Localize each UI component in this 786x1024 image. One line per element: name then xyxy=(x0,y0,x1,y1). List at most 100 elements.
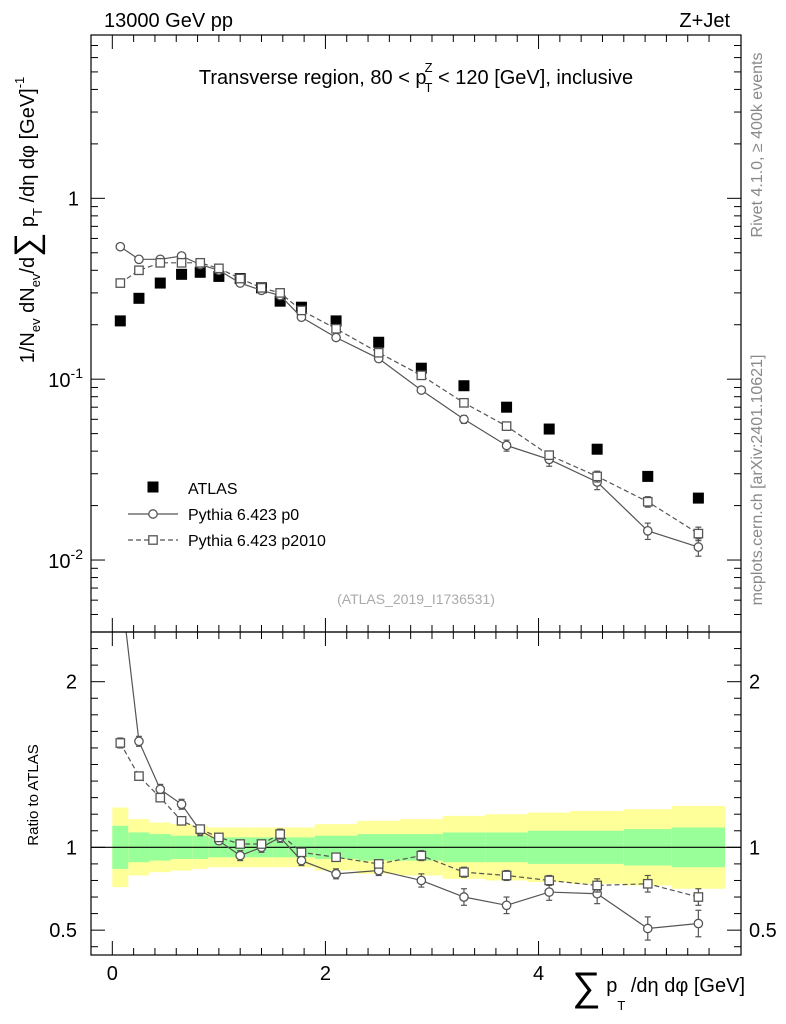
main-point-atlas xyxy=(501,401,513,413)
main-point-atlas xyxy=(274,295,286,307)
ratio-plot-marks xyxy=(115,578,704,941)
main-point-p0 xyxy=(501,440,512,451)
ratio-point-p2010 xyxy=(155,792,166,803)
main-point-p2010 xyxy=(275,288,285,298)
legend-label-p0: Pythia 6.423 p0 xyxy=(188,507,299,524)
main-point-p2010 xyxy=(642,496,653,507)
main-point-atlas xyxy=(642,470,654,482)
main-point-p2010 xyxy=(195,257,206,268)
ratio-point-p2010 xyxy=(592,880,602,891)
main-point-p2010 xyxy=(592,471,602,482)
main-point-atlas xyxy=(543,423,555,435)
main-point-p2010 xyxy=(256,282,267,293)
xtick-label: 0 xyxy=(107,963,118,985)
main-point-p0 xyxy=(459,414,469,425)
main-point-atlas xyxy=(133,292,145,304)
main-point-p2010 xyxy=(416,370,427,381)
legend-label-p2010: Pythia 6.423 p2010 xyxy=(188,533,326,550)
labels: 13000 GeV pp Z+Jet (ATLAS_2019_I1736531)… xyxy=(25,10,766,846)
main-point-atlas xyxy=(154,277,166,289)
main-ylabel: 1/Nev dNev/d∑ pT /dη dφ [GeV]-1 xyxy=(8,77,46,364)
xtick-label: 2 xyxy=(320,963,331,985)
ratio-point-p0 xyxy=(642,923,653,934)
main-point-p0 xyxy=(416,385,427,395)
main-point-p2010 xyxy=(214,263,224,274)
ratio-point-p0 xyxy=(296,855,307,866)
ratio-point-p0 xyxy=(693,918,704,929)
main-ytick-label: 1 xyxy=(68,188,79,210)
main-ytick-label: 10-2 xyxy=(48,546,83,573)
ratio-point-p2010 xyxy=(416,850,427,861)
ratio-point-p2010 xyxy=(214,832,224,843)
ratio-point-p0 xyxy=(544,887,555,897)
main-point-p2010 xyxy=(134,265,144,276)
legend-marker-p0 xyxy=(148,509,158,519)
ratio-point-p2010 xyxy=(544,875,555,886)
ratio-ytick-label: 2 xyxy=(66,672,77,694)
ratio-point-p0 xyxy=(134,736,144,747)
main-point-p2010 xyxy=(331,323,341,334)
main-point-p0 xyxy=(115,241,126,252)
ratio-point-p2010 xyxy=(256,839,267,849)
main-plot-marks xyxy=(114,241,704,557)
main-point-p2010 xyxy=(115,278,126,288)
ratio-point-p2010 xyxy=(501,870,512,881)
main-point-p0 xyxy=(331,332,341,343)
main-point-p2010 xyxy=(544,450,555,461)
ratio-ylabel: Ratio to ATLAS xyxy=(25,744,42,845)
xtick-label: 4 xyxy=(533,963,544,985)
ratio-ytick-label: 0.5 xyxy=(49,920,77,942)
rivet-label: Rivet 4.1.0, ≥ 400k events xyxy=(749,53,766,238)
legend-label-atlas: ATLAS xyxy=(188,481,238,498)
ratio-point-p0 xyxy=(235,850,246,861)
main-point-atlas xyxy=(194,266,206,278)
ratio-frame xyxy=(90,631,742,956)
main-point-atlas xyxy=(458,380,470,392)
ratio-point-p0 xyxy=(155,784,166,795)
analysis-tag: (ATLAS_2019_I1736531) xyxy=(337,591,495,607)
ratio-point-p2010 xyxy=(115,738,126,748)
ratio-point-p2010 xyxy=(459,867,469,878)
ratio-point-p2010 xyxy=(693,892,704,902)
main-point-p2010 xyxy=(176,257,187,268)
main-point-atlas xyxy=(415,362,427,374)
formatted-titles: Transverse region, 80 < pZ T < 120 [GeV],… xyxy=(8,60,745,1013)
ratio-uncertainty-band xyxy=(91,805,741,889)
ratio-point-p0 xyxy=(176,799,187,810)
legend-marker-p2010 xyxy=(148,535,158,545)
main-point-atlas xyxy=(591,443,603,455)
ratio-point-p2010 xyxy=(296,847,307,858)
ratio-point-p2010 xyxy=(235,839,246,849)
ratio-ytick-label-right: 2 xyxy=(749,672,760,694)
main-line-1 xyxy=(119,246,699,548)
ratio-point-p2010 xyxy=(331,852,341,863)
main-point-atlas xyxy=(692,492,704,504)
ratio-point-p0 xyxy=(416,875,427,886)
main-ylabel-text: 1/Nev dNev/d∑ pT /dη dφ [GeV]-1 xyxy=(8,77,46,364)
header-process: Z+Jet xyxy=(679,10,730,32)
ratio-point-p2010 xyxy=(134,771,144,781)
main-point-atlas xyxy=(176,268,188,280)
ratio-ytick-label: 1 xyxy=(66,837,77,859)
main-point-atlas xyxy=(330,315,342,327)
ratio-point-p0 xyxy=(116,578,124,586)
main-point-p2010 xyxy=(296,305,307,316)
main-point-p2010 xyxy=(693,528,704,539)
plot-title: Transverse region, 80 < pZ T < 120 [GeV],… xyxy=(199,60,633,95)
main-point-p2010 xyxy=(155,257,166,268)
legend: ATLAS Pythia 6.423 p0 Pythia 6.423 p2010 xyxy=(128,481,326,550)
ratio-ytick-label-right: 0.5 xyxy=(749,920,777,942)
ratio-point-p2010 xyxy=(176,815,187,826)
mcplots-label: mcplots.cern.ch [arXiv:2401.10621] xyxy=(749,355,766,606)
main-point-atlas xyxy=(213,270,225,282)
legend-marker-atlas xyxy=(147,481,159,493)
main-point-p0 xyxy=(693,542,704,552)
main-point-p2010 xyxy=(373,347,384,358)
main-ytick-label: 10-1 xyxy=(48,365,83,392)
ratio-point-p0 xyxy=(331,868,341,879)
main-point-p0 xyxy=(642,525,653,536)
xlabel: ∑ pT /dη dφ [GeV] xyxy=(572,965,745,1013)
ratio-point-p2010 xyxy=(642,878,653,889)
ratio-ytick-label-right: 1 xyxy=(749,837,760,859)
